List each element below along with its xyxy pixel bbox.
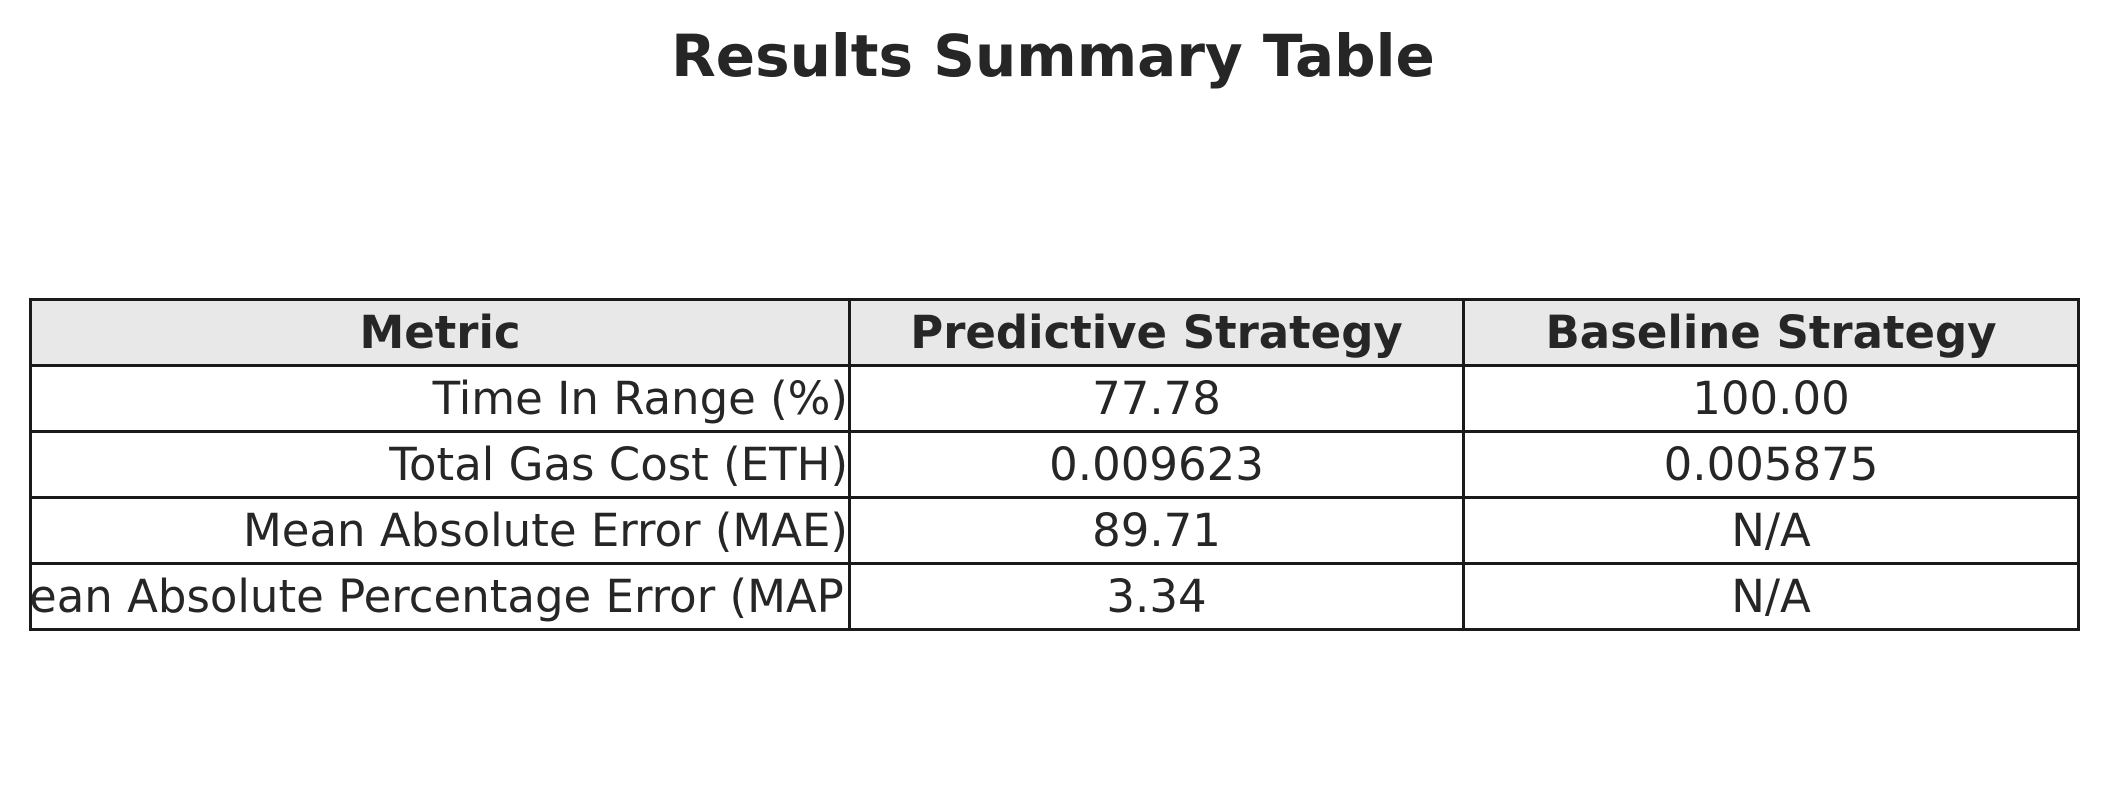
results-summary-table: Metric Predictive Strategy Baseline Stra… bbox=[29, 298, 2080, 631]
baseline-value-cell: N/A bbox=[1462, 562, 2080, 631]
baseline-value-cell: 0.005875 bbox=[1462, 430, 2080, 499]
table-title: Results Summary Table bbox=[671, 22, 1435, 90]
predictive-value-cell: 89.71 bbox=[848, 496, 1465, 565]
table-row: Total Gas Cost (ETH) 0.009623 0.005875 bbox=[29, 430, 2080, 499]
header-cell-metric: Metric bbox=[29, 298, 851, 367]
metric-cell: Mean Absolute Percentage Error (MAPE) bbox=[29, 562, 851, 631]
header-cell-baseline-strategy: Baseline Strategy bbox=[1462, 298, 2080, 367]
metric-label: Mean Absolute Error (MAE) bbox=[242, 503, 848, 557]
header-row: Metric Predictive Strategy Baseline Stra… bbox=[29, 298, 2080, 367]
baseline-value-cell: 100.00 bbox=[1462, 364, 2080, 433]
predictive-value-cell: 3.34 bbox=[848, 562, 1465, 631]
metric-cell: Time In Range (%) bbox=[29, 364, 851, 433]
table-row: Mean Absolute Error (MAE) 89.71 N/A bbox=[29, 496, 2080, 565]
table-row: Time In Range (%) 77.78 100.00 bbox=[29, 364, 2080, 433]
table-row: Mean Absolute Percentage Error (MAPE) 3.… bbox=[29, 562, 2080, 631]
baseline-value-cell: N/A bbox=[1462, 496, 2080, 565]
predictive-value-cell: 0.009623 bbox=[848, 430, 1465, 499]
header-cell-predictive-strategy: Predictive Strategy bbox=[848, 298, 1465, 367]
metric-cell: Mean Absolute Error (MAE) bbox=[29, 496, 851, 565]
metric-label: Time In Range (%) bbox=[432, 371, 848, 425]
metric-label: Mean Absolute Percentage Error (MAPE) bbox=[30, 569, 850, 623]
metric-label: Total Gas Cost (ETH) bbox=[389, 437, 848, 491]
predictive-value-cell: 77.78 bbox=[848, 364, 1465, 433]
metric-cell: Total Gas Cost (ETH) bbox=[29, 430, 851, 499]
